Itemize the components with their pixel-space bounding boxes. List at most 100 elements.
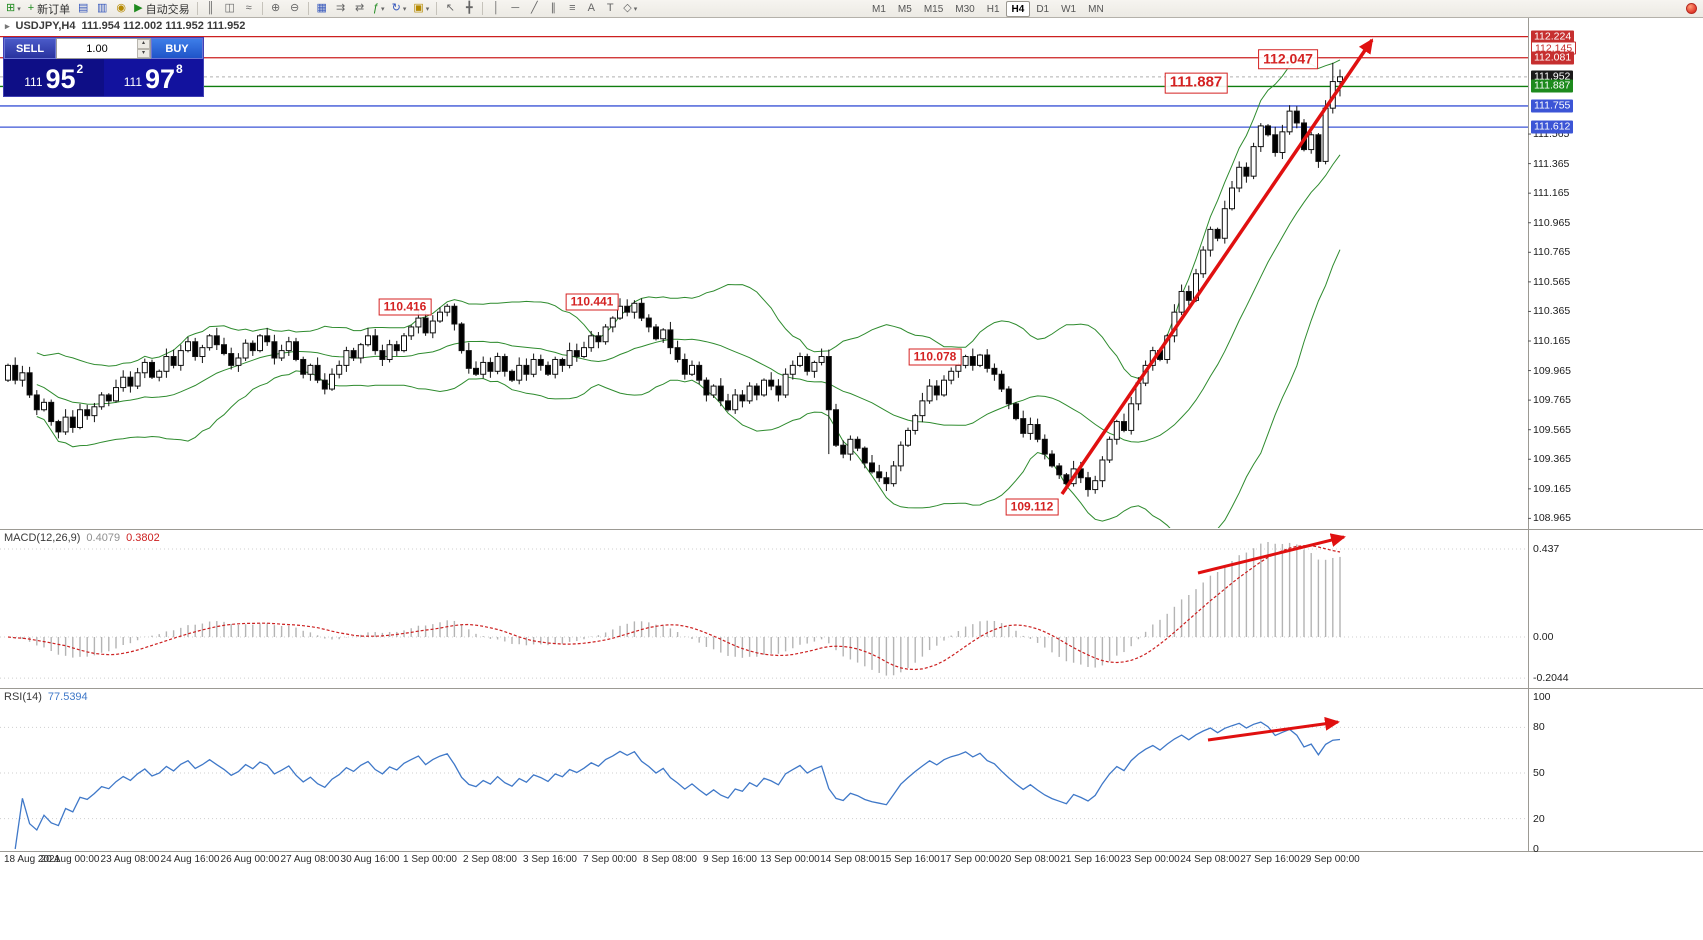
horizontal-line-icon: ─ — [511, 2, 520, 14]
time-axis-label: 27 Aug 08:00 — [280, 854, 340, 865]
timeframe-h1[interactable]: H1 — [986, 3, 1000, 15]
rsi-axis-label: 50 — [1533, 767, 1545, 779]
ask-pipette: 8 — [176, 62, 183, 76]
chart-line-button[interactable]: ≈ — [240, 1, 258, 17]
new-order-button[interactable]: + 新订单 — [25, 1, 73, 17]
chart-candles-button[interactable]: ◫ — [221, 1, 239, 17]
rsi-axis-label: 100 — [1533, 691, 1551, 703]
label-button[interactable]: T — [601, 1, 619, 17]
new-chart-button[interactable]: ⊞ ▾ — [3, 1, 24, 17]
tile-windows-icon: ▦ — [316, 2, 327, 14]
horizontal-line-button[interactable]: ─ — [506, 1, 524, 17]
zoom-out-icon: ⊖ — [290, 2, 300, 14]
crosshair-button[interactable]: ╋ — [460, 1, 478, 17]
shapes-icon: ◇ — [623, 2, 632, 14]
auto-trading-button[interactable]: ▶ 自动交易 — [131, 1, 192, 17]
market-watch-icon: ▥ — [96, 2, 108, 14]
candlestick-chart-icon: ◫ — [224, 2, 235, 14]
chevron-down-icon: ▾ — [17, 5, 21, 13]
symbol-period: USDJPY,H4 — [15, 20, 76, 32]
ask-price[interactable]: 111 97 8 — [103, 59, 203, 96]
toolbar-separator — [482, 2, 484, 15]
volume-up-icon[interactable]: ▴ — [137, 39, 150, 49]
text-icon: A — [587, 2, 595, 14]
price-axis-tick: 110.165 — [1533, 335, 1571, 347]
price-axis-badge: 111.755 — [1531, 99, 1574, 113]
price-axis-tick: 111.165 — [1533, 187, 1570, 200]
time-axis-label: 2 Sep 08:00 — [463, 854, 517, 865]
trendline-button[interactable]: ╱ — [525, 1, 543, 17]
timeframe-m5[interactable]: M5 — [897, 3, 912, 15]
volume-input[interactable] — [57, 39, 137, 58]
chart-shift-button[interactable]: ⇄ — [351, 1, 369, 17]
timeframe-w1[interactable]: W1 — [1061, 3, 1077, 15]
new-order-label: 新订单 — [37, 3, 71, 16]
timeframe-m1[interactable]: M1 — [872, 3, 886, 15]
toolbar-separator — [307, 2, 309, 15]
chevron-down-icon: ▾ — [425, 5, 430, 13]
price-axis-badge: 111.887 — [1531, 79, 1574, 93]
zoom-in-button[interactable]: ⊕ — [267, 1, 285, 17]
bid-prefix: 111 — [24, 75, 43, 89]
price-axis-tick: 110.565 — [1533, 275, 1571, 288]
timeframe-group: M1 M5 M15 M30 H1 H4 D1 W1 MN — [866, 1, 1110, 17]
time-axis-label: 29 Sep 00:00 — [1300, 854, 1360, 865]
time-axis-label: 24 Sep 08:00 — [1180, 854, 1240, 865]
tile-windows-button[interactable]: ▦ — [313, 1, 331, 17]
navigator-button[interactable]: ◉ — [112, 1, 130, 17]
alert-icon[interactable] — [1686, 3, 1697, 14]
market-watch-button[interactable]: ▥ — [93, 1, 111, 17]
cursor-icon: ↖ — [445, 2, 455, 14]
rsi-header: RSI(14) 77.5394 — [4, 691, 88, 703]
timeframe-m15[interactable]: M15 — [923, 3, 944, 15]
text-button[interactable]: A — [582, 1, 600, 17]
periods-button[interactable]: ↻ ▾ — [389, 1, 410, 17]
time-axis-label: 20 Aug 00:00 — [40, 854, 100, 865]
time-axis-label: 7 Sep 00:00 — [583, 854, 637, 865]
price-annotation-label: 109.112 — [1005, 498, 1059, 516]
rsi-axis-label: 80 — [1533, 721, 1545, 734]
chart-bars-button[interactable]: ║ — [202, 1, 220, 17]
vertical-line-button[interactable]: │ — [487, 1, 505, 17]
auto-scroll-icon: ⇉ — [336, 2, 346, 14]
cursor-button[interactable]: ↖ — [441, 1, 459, 17]
price-annotation-label: 111.887 — [1164, 72, 1228, 94]
price-annotation-label: 112.047 — [1258, 49, 1318, 69]
rsi-axis-label: 20 — [1533, 812, 1545, 825]
rsi-name: RSI(14) — [4, 691, 42, 703]
zoom-out-button[interactable]: ⊖ — [286, 1, 304, 17]
volume-down-icon[interactable]: ▾ — [137, 48, 150, 58]
time-axis-label: 1 Sep 00:00 — [403, 854, 457, 865]
toolbar: ⊞ ▾ + 新订单 ▤ ▥ ◉ ▶ 自动交易 ║ ◫ ≈ ⊕ ⊖ ▦ ⇉ ⇄ ƒ ▾ ↻… — [0, 0, 1703, 18]
buy-button[interactable]: BUY — [151, 38, 203, 59]
timeframe-m30[interactable]: M30 — [955, 3, 975, 15]
price-axis-badge: 112.224 — [1531, 30, 1575, 44]
timeframe-mn[interactable]: MN — [1088, 3, 1104, 15]
fibonacci-button[interactable]: ≡ — [563, 1, 581, 17]
new-chart-icon: ⊞ — [6, 2, 16, 14]
chevron-down-icon: ▾ — [633, 5, 638, 13]
volume-input-wrap: ▴ ▾ — [56, 38, 151, 59]
sell-button[interactable]: SELL — [4, 38, 56, 59]
timeframe-d1[interactable]: D1 — [1036, 3, 1050, 15]
zoom-in-icon: ⊕ — [271, 2, 281, 14]
macd-value: 0.4079 — [86, 532, 121, 544]
time-axis-label: 26 Aug 00:00 — [220, 854, 280, 865]
timeframe-h4[interactable]: H4 — [1005, 1, 1031, 17]
shapes-button[interactable]: ◇ ▾ — [620, 1, 640, 17]
toolbar-separator — [196, 2, 198, 15]
price-axis-tick: 110.965 — [1533, 216, 1571, 229]
auto-scroll-button[interactable]: ⇉ — [332, 1, 350, 17]
profiles-button[interactable]: ▤ — [74, 1, 92, 17]
indicators-button[interactable]: ƒ ▾ — [370, 1, 388, 17]
bid-price[interactable]: 111 95 2 — [4, 59, 104, 96]
periods-icon: ↻ — [391, 2, 401, 14]
time-axis-label: 23 Sep 00:00 — [1120, 854, 1180, 865]
price-axis-badge: 111.612 — [1531, 120, 1574, 134]
price-axis-tick: 111.365 — [1533, 157, 1570, 170]
channel-button[interactable]: ∥ — [544, 1, 562, 17]
templates-button[interactable]: ▣ ▾ — [410, 1, 432, 17]
